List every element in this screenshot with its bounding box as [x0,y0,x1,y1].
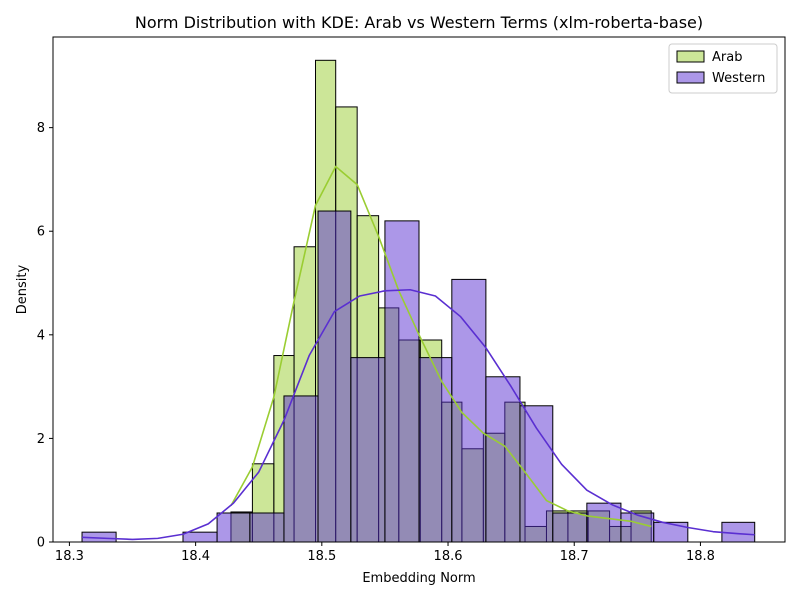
x-tick-label: 18.7 [560,549,589,564]
x-tick-label: 18.3 [55,549,84,564]
kde-line-arab [230,165,652,528]
legend-swatch-western [676,71,705,84]
histogram-bar-western [451,278,487,543]
histogram-bar-western [350,357,386,543]
histogram-bar-western [586,502,622,543]
kde-line-western [81,288,755,541]
histogram-bar-western [317,210,352,543]
y-tick-label: 8 [37,121,45,136]
plot-area [81,59,756,543]
histogram-bar-western [216,512,251,543]
histogram-bar-western [384,220,420,543]
x-tick-label: 18.5 [307,549,336,564]
y-axis: 0 2 4 6 8 [37,121,53,551]
y-axis-title: Density [15,264,30,314]
histogram-bar-western [182,531,218,543]
x-tick-label: 18.4 [181,549,210,564]
x-axis-title: Embedding Norm [362,571,475,586]
plot-frame [52,36,786,543]
y-tick-label: 6 [37,225,45,240]
chart-title: Norm Distribution with KDE: Arab vs West… [135,13,703,32]
x-axis: 18.3 18.4 18.5 18.6 18.7 18.8 [55,542,715,564]
legend-label-western: Western [712,71,765,86]
y-tick-label: 0 [37,536,45,551]
histogram-bar-western [418,357,453,543]
x-tick-label: 18.6 [434,549,463,564]
legend-label-arab: Arab [712,50,742,65]
histogram-bar-western [283,395,319,543]
legend: Arab Western [668,43,778,94]
histogram-bar-western [519,405,554,543]
histogram-bar-western [653,521,689,543]
histogram-bar-western [249,512,285,543]
x-tick-label: 18.8 [686,549,715,564]
y-tick-label: 4 [37,328,45,343]
y-tick-label: 2 [37,432,45,447]
legend-swatch-arab [676,50,705,63]
histogram-bar-western [552,512,588,543]
histogram-bar-western [620,512,655,543]
